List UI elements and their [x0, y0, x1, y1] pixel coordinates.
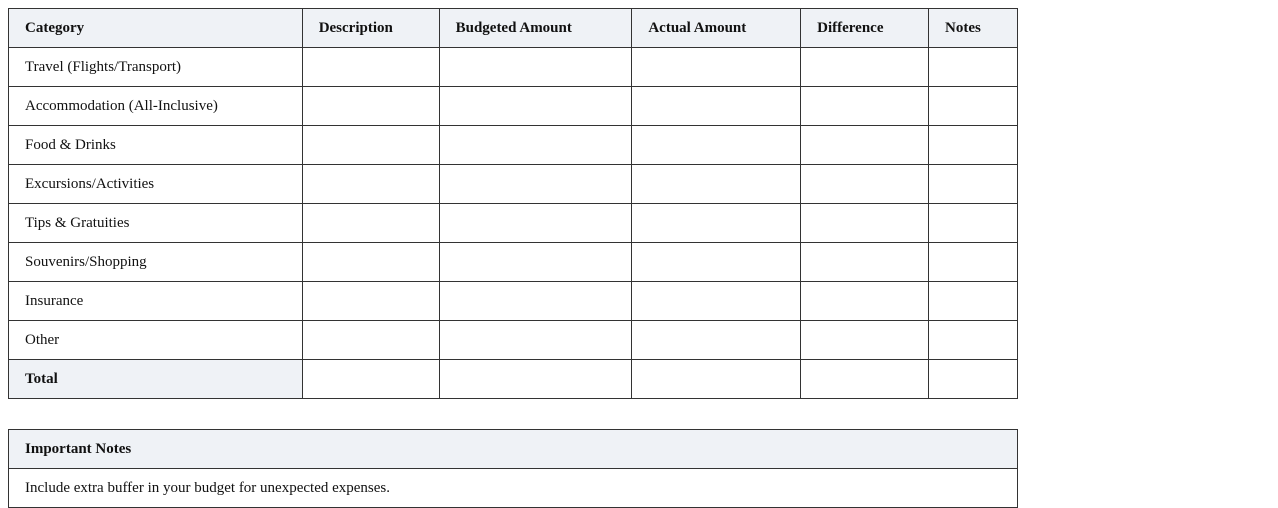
notes-cell[interactable] — [928, 203, 1018, 243]
actual-amount-cell[interactable] — [631, 320, 802, 360]
notes-cell[interactable] — [928, 47, 1018, 87]
budgeted-amount-cell[interactable] — [438, 281, 633, 321]
category-cell: Insurance — [8, 281, 303, 321]
difference-cell[interactable] — [800, 164, 930, 204]
category-cell: Tips & Gratuities — [8, 203, 303, 243]
notes-row: Include extra buffer in your budget for … — [8, 468, 1018, 508]
notes-cell[interactable] — [928, 281, 1018, 321]
category-cell: Other — [8, 320, 303, 360]
category-cell: Accommodation (All-Inclusive) — [8, 86, 303, 126]
notes-item: Include extra buffer in your budget for … — [8, 468, 1018, 508]
table-row: Accommodation (All-Inclusive) — [8, 86, 1018, 126]
header-notes: Notes — [928, 8, 1018, 48]
important-notes-table: Important Notes Include extra buffer in … — [8, 429, 1018, 508]
table-row: Travel (Flights/Transport) — [8, 47, 1018, 87]
difference-cell[interactable] — [800, 359, 930, 399]
actual-amount-cell[interactable] — [631, 164, 802, 204]
category-cell: Excursions/Activities — [8, 164, 303, 204]
table-row: Souvenirs/Shopping — [8, 242, 1018, 282]
header-description: Description — [301, 8, 440, 48]
difference-cell[interactable] — [800, 281, 930, 321]
actual-amount-cell[interactable] — [631, 203, 802, 243]
description-cell[interactable] — [301, 47, 440, 87]
total-row: Total — [8, 359, 1018, 399]
notes-header: Important Notes — [8, 429, 1018, 469]
difference-cell[interactable] — [800, 242, 930, 282]
difference-cell[interactable] — [800, 320, 930, 360]
notes-cell[interactable] — [928, 164, 1018, 204]
header-actual-amount: Actual Amount — [631, 8, 802, 48]
budgeted-amount-cell[interactable] — [438, 320, 633, 360]
description-cell[interactable] — [301, 125, 440, 165]
description-cell[interactable] — [301, 86, 440, 126]
difference-cell[interactable] — [800, 47, 930, 87]
table-row: Food & Drinks — [8, 125, 1018, 165]
table-row: Other — [8, 320, 1018, 360]
header-row: Category Description Budgeted Amount Act… — [8, 8, 1018, 48]
header-difference: Difference — [800, 8, 930, 48]
notes-cell[interactable] — [928, 320, 1018, 360]
difference-cell[interactable] — [800, 86, 930, 126]
notes-cell[interactable] — [928, 125, 1018, 165]
actual-amount-cell[interactable] — [631, 86, 802, 126]
budgeted-amount-cell[interactable] — [438, 203, 633, 243]
description-cell[interactable] — [301, 203, 440, 243]
budgeted-amount-cell[interactable] — [438, 164, 633, 204]
total-label: Total — [8, 359, 303, 399]
header-category: Category — [8, 8, 303, 48]
table-row: Tips & Gratuities — [8, 203, 1018, 243]
budgeted-amount-cell[interactable] — [438, 125, 633, 165]
actual-amount-cell[interactable] — [631, 281, 802, 321]
budget-table: Category Description Budgeted Amount Act… — [8, 8, 1018, 399]
notes-cell[interactable] — [928, 242, 1018, 282]
budgeted-amount-cell[interactable] — [438, 242, 633, 282]
difference-cell[interactable] — [800, 125, 930, 165]
description-cell[interactable] — [301, 164, 440, 204]
actual-amount-cell[interactable] — [631, 242, 802, 282]
notes-cell[interactable] — [928, 359, 1018, 399]
budgeted-amount-cell[interactable] — [438, 86, 633, 126]
category-cell: Souvenirs/Shopping — [8, 242, 303, 282]
difference-cell[interactable] — [800, 203, 930, 243]
budgeted-amount-cell[interactable] — [438, 47, 633, 87]
actual-amount-cell[interactable] — [631, 125, 802, 165]
table-row: Excursions/Activities — [8, 164, 1018, 204]
notes-cell[interactable] — [928, 86, 1018, 126]
budgeted-amount-cell[interactable] — [438, 359, 633, 399]
description-cell[interactable] — [301, 281, 440, 321]
header-budgeted-amount: Budgeted Amount — [438, 8, 633, 48]
actual-amount-cell[interactable] — [631, 359, 802, 399]
actual-amount-cell[interactable] — [631, 47, 802, 87]
table-row: Insurance — [8, 281, 1018, 321]
category-cell: Food & Drinks — [8, 125, 303, 165]
notes-header-row: Important Notes — [8, 429, 1018, 469]
description-cell[interactable] — [301, 242, 440, 282]
description-cell[interactable] — [301, 320, 440, 360]
description-cell[interactable] — [301, 359, 440, 399]
category-cell: Travel (Flights/Transport) — [8, 47, 303, 87]
